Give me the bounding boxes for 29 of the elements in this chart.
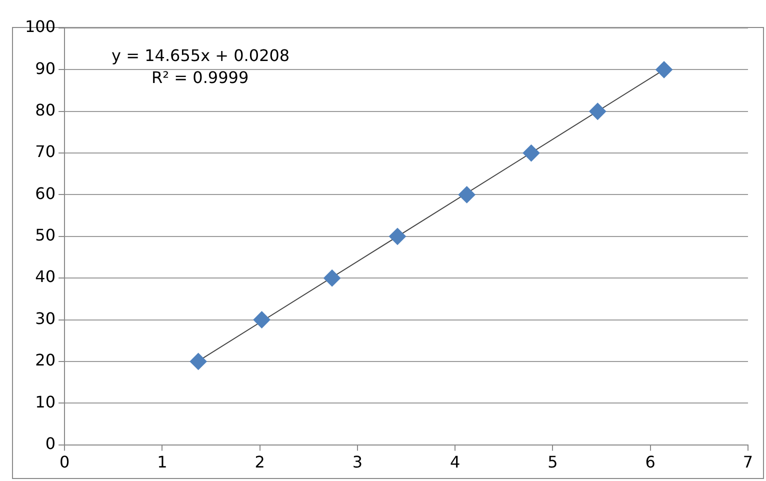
y-tick-label: 80	[35, 100, 56, 120]
y-tick-label: 100	[24, 17, 56, 36]
x-tick-label: 2	[254, 452, 265, 472]
y-tick-label: 60	[35, 184, 56, 203]
x-tick-label: 0	[59, 452, 70, 472]
x-tick-label: 7	[742, 452, 754, 472]
point	[589, 102, 606, 120]
y-tick-label: 20	[35, 350, 56, 370]
y-tick-label: 90	[35, 58, 56, 78]
y-tick-label: 40	[35, 267, 56, 286]
point	[324, 270, 341, 287]
point	[190, 352, 207, 370]
y-tick-label: 10	[35, 392, 56, 412]
point	[388, 228, 406, 245]
x-tick-label: 3	[352, 452, 363, 472]
x-tick-label: 6	[645, 452, 656, 472]
x-tick-label: 5	[548, 452, 558, 472]
annotation: y = 14.655x + 0.0208	[112, 46, 290, 65]
y-tick-label: 50	[35, 226, 56, 245]
x-tick-label: 1	[157, 452, 168, 472]
y-tick-label: 0	[45, 434, 56, 453]
x-tick-label: 4	[450, 452, 460, 472]
point	[458, 186, 476, 204]
point	[656, 61, 673, 78]
y-tick-label: 70	[35, 142, 56, 162]
point	[522, 144, 540, 162]
annotation: R² = 0.9999	[152, 68, 249, 87]
y-tick-label: 30	[35, 308, 56, 328]
point	[253, 311, 270, 328]
